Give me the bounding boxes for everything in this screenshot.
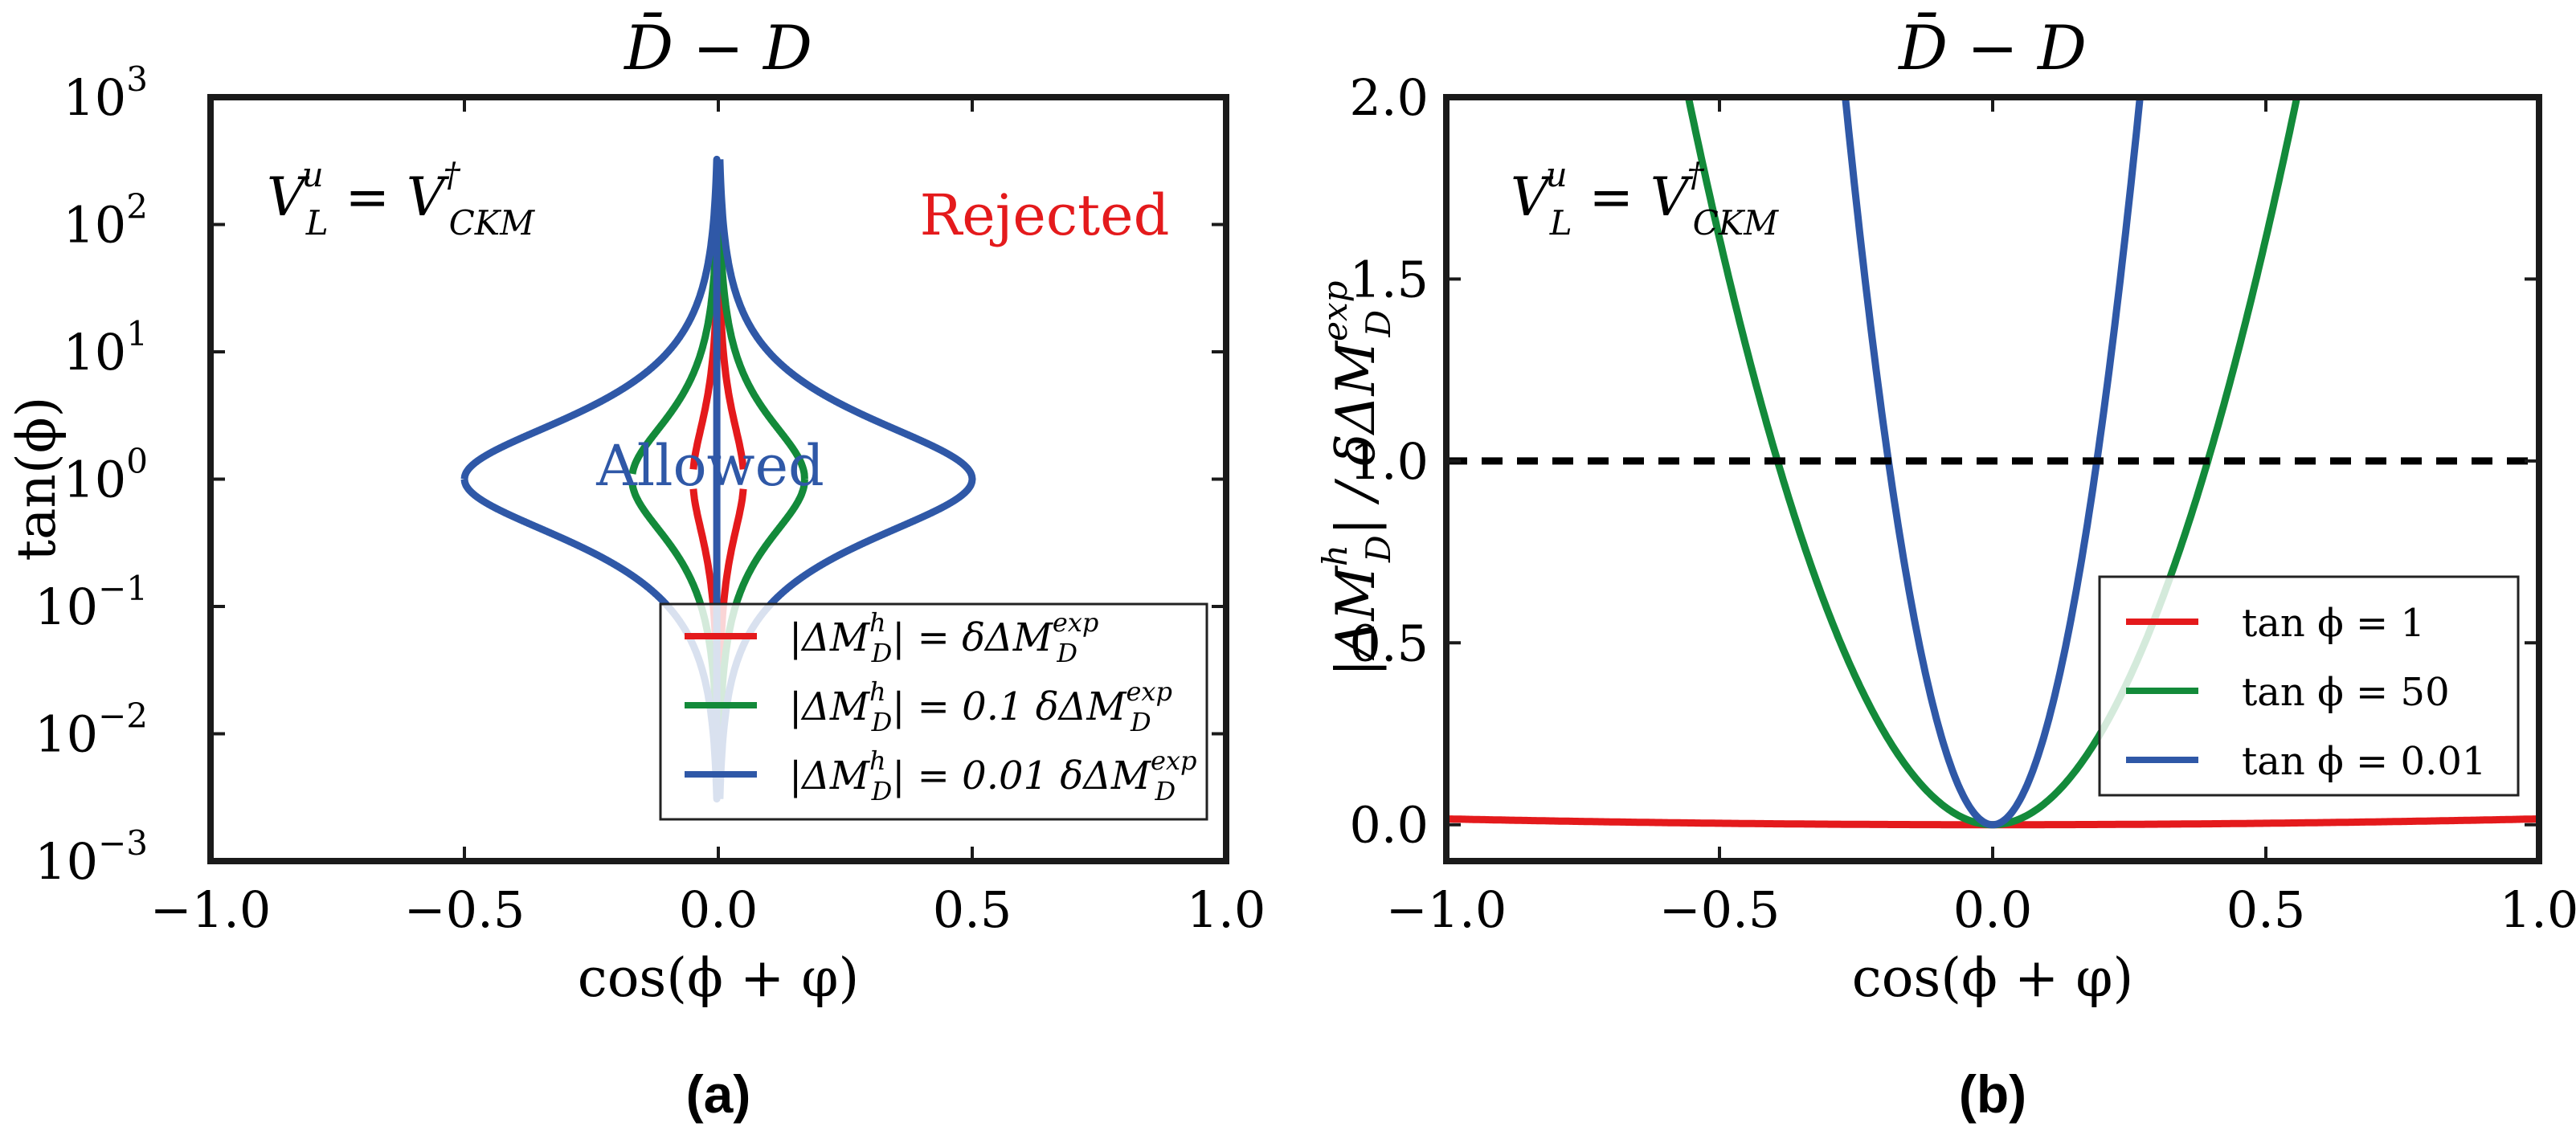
a-xtick-label: −0.5 (404, 880, 525, 939)
panel-b-x-ticks: −1.0 −0.5 0.0 0.5 1.0 (1386, 97, 2576, 939)
panel-b-title: D̄ − D (1897, 11, 2087, 84)
panel-b-curves (1446, 97, 2539, 829)
series-line-a-2 (460, 155, 976, 803)
panel-a-x-axis-label: cos(ϕ + φ) (578, 947, 860, 1009)
panel-a-legend-box (659, 602, 1208, 821)
a-ytick-label: 103 (63, 59, 148, 127)
a-ytick-label: 10−1 (35, 569, 148, 636)
a-ytick-label: 102 (63, 187, 148, 255)
a-xtick-label: 0.5 (933, 880, 1012, 939)
a-xtick-label: 0.0 (679, 880, 758, 939)
series-line-a-0-lower (689, 488, 747, 672)
b-ytick-label: 1.0 (1349, 432, 1429, 491)
a-ytick-label: 10−3 (35, 823, 148, 891)
panel-b-y-axis-label-group: |ΔMh D| / δΔMexp D (1315, 280, 1398, 676)
b-ytick-label: 0.5 (1349, 614, 1429, 672)
panel-b-x-axis-label: cos(ϕ + φ) (1852, 947, 2134, 1009)
a-ytick-label: 101 (63, 314, 148, 382)
b-legend-label-1: tan ϕ = 50 (2242, 670, 2450, 715)
a-ytick-label: 10−2 (35, 696, 148, 764)
series-line-a-1-upper (628, 218, 808, 480)
b-ytick-label: 0.0 (1349, 796, 1429, 855)
panel-a-y-ticks: 10−3 10−2 10−1 100 101 102 103 (35, 59, 1226, 891)
panel-a-x-ticks: −1.0 −0.5 0.0 0.5 1.0 (150, 97, 1266, 939)
b-legend-label-0: tan ϕ = 1 (2242, 601, 2425, 646)
a-ytick-label: 100 (63, 442, 148, 509)
panel-a-title: D̄ − D (623, 11, 812, 84)
rejected-region-label: Rejected (920, 182, 1170, 248)
panel-a-curves (460, 155, 976, 803)
panel-b: tan ϕ = 1 tan ϕ = 50 tan ϕ = 0.01 −1.0 −0.5… (1315, 11, 2576, 1124)
a-legend-label-2: |ΔMh D| = 0.01 δΔMexp D (789, 745, 1196, 806)
b-ytick-label: 2.0 (1349, 68, 1429, 127)
b-xtick-label: 0.0 (1953, 880, 2033, 939)
panel-b-legend: tan ϕ = 1 tan ϕ = 50 tan ϕ = 0.01 (2098, 575, 2520, 797)
allowed-region-label: Allowed (595, 433, 824, 499)
panel-a-legend: |ΔMh D| = δΔMexp D |ΔMh D| = 0.1 δΔMexp D |ΔMh… (659, 602, 1208, 821)
b-xtick-label: 1.0 (2500, 880, 2576, 939)
b-xtick-label: −1.0 (1386, 880, 1507, 939)
panel-a-y-axis-label: tan(ϕ) (6, 397, 67, 561)
a-legend-label-0: |ΔMh D| = δΔMexp D (789, 607, 1098, 668)
b-ytick-label: 1.5 (1349, 250, 1429, 308)
panel-b-caption: (b) (1959, 1064, 2026, 1124)
series-line-b-2 (1842, 97, 2144, 829)
b-xtick-label: −0.5 (1659, 880, 1781, 939)
b-xtick-label: 0.5 (2226, 880, 2306, 939)
panel-b-annotation-vl: Vu L = V† CKM (1511, 155, 1779, 243)
panel-a: |ΔMh D| = δΔMexp D |ΔMh D| = 0.1 δΔMexp D |ΔMh… (6, 11, 1266, 1124)
panel-b-y-axis-label: |ΔMh D| / δΔMexp D (1315, 280, 1398, 676)
panel-a-annotation-vl: Vu L = V† CKM (267, 155, 535, 243)
panel-a-caption: (a) (686, 1064, 751, 1124)
panel-b-y-ticks: 0.0 0.5 1.0 1.5 2.0 (1349, 68, 2539, 855)
a-xtick-label: 1.0 (1187, 880, 1266, 939)
series-line-a-0-upper (689, 286, 747, 470)
b-legend-label-2: tan ϕ = 0.01 (2242, 739, 2486, 784)
a-xtick-label: −1.0 (150, 880, 272, 939)
a-legend-label-1: |ΔMh D| = 0.1 δΔMexp D (789, 676, 1172, 737)
